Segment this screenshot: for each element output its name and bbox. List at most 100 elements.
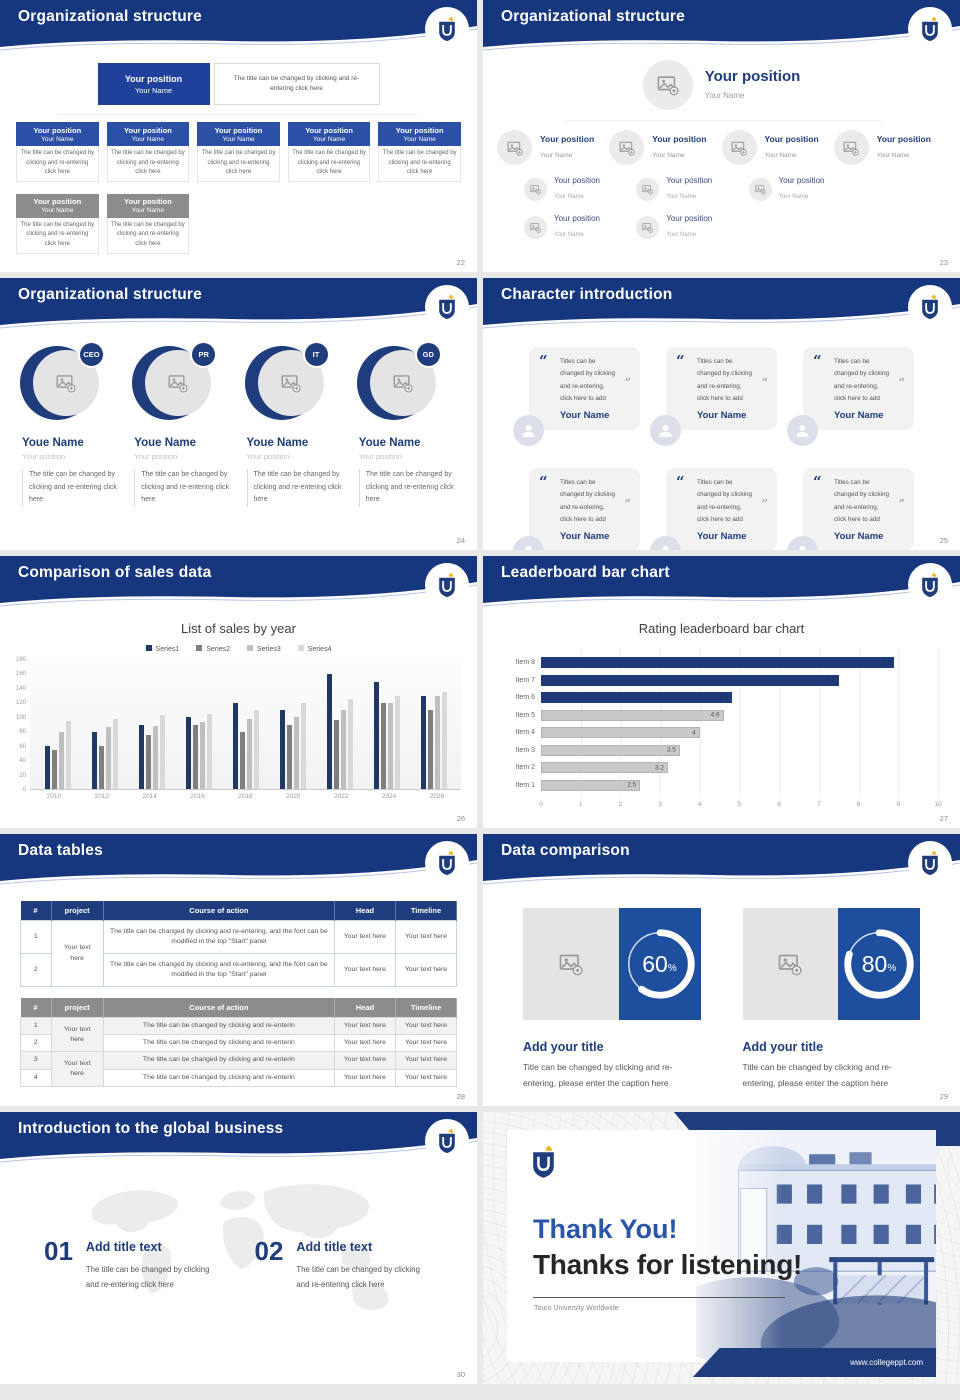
value-label: 3.5 bbox=[666, 746, 676, 754]
cell-timeline: Your text here bbox=[394, 1016, 458, 1036]
website-link[interactable]: www.collegeppt.com bbox=[850, 1358, 923, 1367]
photo-placeholder bbox=[721, 130, 757, 165]
image-placeholder-icon bbox=[657, 74, 679, 96]
org-node-position: Your position bbox=[305, 125, 353, 135]
category-label: Item 4 bbox=[515, 729, 535, 737]
quote-card: “ Titles can be changed by clicking and … bbox=[787, 347, 914, 446]
numbered-item: 01 Add title text The title can be chang… bbox=[44, 1238, 223, 1292]
header-wave bbox=[483, 278, 960, 329]
slide-title: Leaderboard bar chart bbox=[501, 564, 670, 581]
cell-num: 2 bbox=[20, 1034, 52, 1053]
bar bbox=[253, 710, 259, 789]
org-node: Your position Your Name The title can be … bbox=[378, 122, 461, 182]
image-placeholder-icon bbox=[507, 140, 523, 156]
org-branch: Your position Your Name bbox=[497, 130, 609, 165]
x-tick-label: 2014 bbox=[142, 793, 157, 800]
bar-chart: 0 20 40 60 80 100 120 140 160 180 bbox=[10, 657, 461, 793]
leader-card: PR Youe Name Your position The title can… bbox=[132, 341, 232, 507]
open-quote-icon: “ bbox=[676, 352, 685, 370]
data-table-gray: # project Course of action Head Timeline… bbox=[20, 998, 458, 1087]
bar-row: Item 7 7.5 bbox=[516, 672, 938, 690]
org-node-position: Your position bbox=[33, 125, 82, 135]
leader-avatar: GD bbox=[356, 341, 442, 424]
org-root-position: Your position bbox=[704, 67, 801, 85]
org-node-desc: The title can be changed by clicking and… bbox=[106, 146, 190, 182]
donut-chart: 80% bbox=[838, 923, 920, 1005]
person-avatar bbox=[787, 415, 818, 446]
image-placeholder-icon bbox=[559, 952, 583, 976]
bar-row: Item 3 3.5 bbox=[516, 742, 938, 760]
bar-row: Item 8 8.9 bbox=[516, 654, 938, 672]
bar-group bbox=[138, 660, 165, 789]
shield-torch-icon bbox=[436, 294, 458, 321]
slide-header-band: Comparison of sales data bbox=[0, 556, 477, 610]
bar bbox=[326, 674, 332, 789]
bar bbox=[98, 746, 104, 789]
slide-header-band: Introduction to the global business bbox=[0, 1112, 477, 1166]
header-wave bbox=[483, 0, 960, 51]
org-branch: Your position Your Name bbox=[609, 130, 721, 165]
bar bbox=[380, 703, 386, 789]
university-logo bbox=[908, 7, 952, 51]
org-branch-position: Your position bbox=[764, 133, 819, 144]
leader-desc: The title can be changed by clicking and… bbox=[246, 469, 345, 507]
page-number: 27 bbox=[939, 814, 948, 823]
close-quote-icon: ” bbox=[761, 497, 768, 510]
image-placeholder-icon bbox=[393, 373, 413, 393]
quote-text: Titles can be changed by clicking and re… bbox=[560, 479, 615, 523]
image-placeholder-icon bbox=[642, 222, 653, 233]
org-sub-name: Your Name bbox=[554, 194, 584, 200]
photo-placeholder bbox=[742, 908, 838, 1020]
photo-placeholder bbox=[748, 178, 772, 201]
col-header: Course of action bbox=[103, 901, 335, 921]
bar bbox=[105, 727, 111, 789]
bar bbox=[340, 710, 346, 789]
page-number: 28 bbox=[456, 1092, 465, 1101]
header-wave bbox=[0, 1112, 477, 1163]
quote-card: “ Titles can be changed by clicking and … bbox=[787, 468, 914, 550]
col-header: Head bbox=[334, 901, 396, 921]
value-label: 4 bbox=[692, 729, 696, 737]
cell-head: Your text here bbox=[333, 1016, 396, 1036]
bar bbox=[434, 695, 440, 789]
org-sub-name: Your Name bbox=[666, 194, 697, 200]
bar: 4.6 bbox=[541, 709, 724, 721]
page-number: 26 bbox=[456, 814, 465, 823]
org-sub-node: Your position Your Name bbox=[636, 176, 721, 203]
bar bbox=[427, 710, 433, 789]
leader-name: Youe Name bbox=[134, 437, 197, 449]
bar: 4 bbox=[541, 727, 700, 739]
slide-global-business: Introduction to the global business bbox=[0, 1112, 477, 1384]
role-badge: PR bbox=[190, 341, 218, 368]
bar-group bbox=[373, 660, 400, 789]
image-placeholder-icon bbox=[619, 140, 635, 156]
quote-card: “ Titles can be changed by clicking and … bbox=[513, 468, 640, 550]
shield-torch-icon bbox=[436, 572, 458, 599]
org-node-name: Your Name bbox=[41, 135, 74, 143]
university-logo bbox=[425, 7, 469, 51]
item-title: Add title text bbox=[296, 1240, 373, 1254]
org-root: Your position Your Name The title can be… bbox=[0, 63, 477, 105]
bar bbox=[441, 692, 447, 789]
page-number: 24 bbox=[456, 536, 465, 545]
page-number: 30 bbox=[456, 1370, 465, 1379]
org-node-name: Your Name bbox=[312, 135, 346, 143]
slide-header-band: Data tables bbox=[0, 834, 477, 888]
x-tick-label: 2012 bbox=[94, 793, 110, 800]
cell-num: 4 bbox=[20, 1068, 52, 1087]
cell-num: 1 bbox=[20, 1016, 52, 1036]
close-quote-icon: ” bbox=[624, 497, 631, 510]
role-badge: GD bbox=[414, 341, 442, 368]
leader-desc: The title can be changed by clicking and… bbox=[22, 469, 120, 507]
x-tick-label: 10 bbox=[934, 801, 942, 808]
header-wave bbox=[0, 278, 477, 329]
org-root: Your position Your Name bbox=[483, 60, 960, 110]
bar: 3.5 bbox=[541, 744, 680, 756]
person-name: Your Name bbox=[697, 410, 747, 422]
bar-group bbox=[420, 660, 447, 789]
person-name: Your Name bbox=[560, 410, 610, 422]
donut-arc bbox=[624, 929, 695, 999]
cell-project: Your text here bbox=[50, 1016, 104, 1053]
person-avatar bbox=[513, 415, 544, 446]
header-wave bbox=[483, 556, 960, 607]
